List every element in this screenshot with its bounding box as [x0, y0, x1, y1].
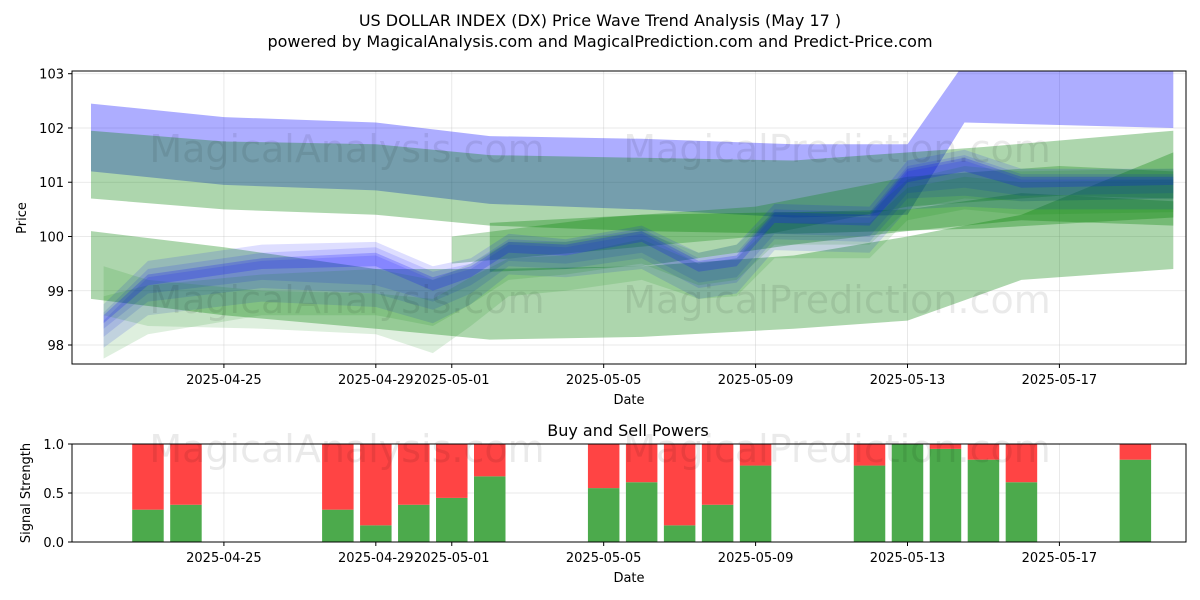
price-y-tick-label: 100 [39, 230, 64, 245]
price-band-green-5 [451, 166, 1174, 264]
signal-y-axis-label: Signal Strength [19, 443, 34, 543]
signal-x-tick-label: 2025-05-17 [1022, 551, 1098, 566]
sell-bar [398, 444, 430, 505]
sell-bar [587, 444, 620, 489]
price-band-green-9 [103, 176, 1174, 354]
watermark-mid-left: MagicalAnalysis.com [149, 278, 544, 322]
sell-bar [663, 444, 696, 526]
buy-bar [1005, 482, 1038, 542]
buy-bar [474, 476, 506, 542]
sell-bar [170, 444, 202, 505]
signal-axis-ticks: 2025-04-25 2025-04-29 2025-05-01 2025-05-05… [43, 438, 1097, 566]
price-x-tick-label: 2025-05-05 [566, 373, 642, 388]
price-x-tick-label: 2025-05-17 [1022, 373, 1098, 388]
price-y-tick-label: 98 [47, 339, 64, 354]
sell-bar [1005, 444, 1038, 483]
signal-x-tick-label: 2025-04-29 [338, 551, 414, 566]
sell-bar [436, 444, 468, 498]
signal-y-tick-label: 0.0 [43, 536, 64, 551]
signal-axes-frame [71, 443, 1187, 543]
chart-subtitle: powered by MagicalAnalysis.com and Magic… [267, 32, 932, 51]
price-band-blue-6 [103, 149, 1174, 337]
price-y-tick-label: 99 [47, 285, 64, 300]
buy-bar [663, 525, 696, 542]
price-band-green-3 [91, 152, 1174, 340]
sell-bar [701, 444, 734, 505]
signal-x-tick-label: 2025-05-05 [566, 551, 642, 566]
sell-bar [625, 444, 658, 483]
buy-bar [587, 488, 620, 542]
price-x-tick-label: 2025-05-13 [870, 373, 946, 388]
sell-bar [360, 444, 392, 526]
buy-bar [967, 459, 1000, 542]
watermark-bottom-right: MagicalPrediction.com [623, 427, 1051, 471]
price-band-green-2 [91, 130, 1174, 234]
buy-bar [132, 509, 164, 542]
price-gridlines [72, 71, 1186, 364]
signal-chart-title: Buy and Sell Powers [547, 421, 709, 440]
watermark-mid-right: MagicalPrediction.com [623, 278, 1051, 322]
chart-title: US DOLLAR INDEX (DX) Price Wave Trend An… [359, 11, 841, 30]
price-y-axis-label: Price [15, 202, 30, 234]
sell-bar [132, 444, 164, 510]
buy-bar [929, 448, 962, 542]
buy-bar [398, 504, 430, 542]
sell-bar [853, 444, 886, 466]
signal-bars [132, 444, 1152, 542]
price-x-tick-label: 2025-04-25 [186, 373, 262, 388]
sell-bar [1119, 444, 1152, 460]
signal-x-tick-label: 2025-04-25 [186, 551, 262, 566]
price-bands [91, 71, 1174, 359]
price-axes-frame [71, 70, 1187, 365]
sell-bar [967, 444, 1000, 460]
signal-y-tick-label: 0.5 [43, 487, 64, 502]
sell-bar [322, 444, 354, 510]
price-axis-ticks: 2025-04-25 2025-04-29 2025-05-01 2025-05-05… [39, 68, 1097, 388]
price-band-blue-8 [103, 155, 1174, 329]
buy-bar [701, 504, 734, 542]
buy-bar [360, 525, 392, 542]
price-band-green-4 [489, 193, 1174, 272]
signal-y-tick-label: 1.0 [43, 438, 64, 453]
price-band-blue-7 [103, 160, 1174, 348]
buy-bar [739, 465, 772, 542]
watermark-top-left: MagicalAnalysis.com [149, 127, 544, 171]
signal-x-axis-label: Date [613, 571, 644, 586]
price-panel: MagicalAnalysis.com MagicalPrediction.co… [15, 68, 1187, 408]
buy-bar [170, 504, 202, 542]
sell-bar [739, 444, 772, 466]
buy-bar [322, 509, 354, 542]
price-y-tick-label: 101 [39, 176, 64, 191]
signal-x-tick-label: 2025-05-13 [870, 551, 946, 566]
price-x-tick-label: 2025-05-01 [414, 373, 490, 388]
buy-bar [436, 497, 468, 542]
price-band-blue-11 [103, 157, 1174, 324]
buy-bar [853, 465, 886, 542]
signal-x-tick-label: 2025-05-01 [414, 551, 490, 566]
buy-bar [1119, 459, 1152, 542]
price-band-blue-1 [91, 71, 1174, 218]
signal-x-tick-label: 2025-05-09 [718, 551, 794, 566]
watermark-bottom-left: MagicalAnalysis.com [149, 427, 544, 471]
buy-bar [625, 482, 658, 542]
price-y-tick-label: 102 [39, 122, 64, 137]
buy-bar [891, 444, 924, 542]
price-x-tick-label: 2025-04-29 [338, 373, 414, 388]
signal-panel: Buy and Sell Powers MagicalAnalysis.com … [19, 421, 1187, 586]
price-x-tick-label: 2025-05-09 [718, 373, 794, 388]
sell-bar [474, 444, 506, 477]
sell-bar [929, 444, 962, 449]
price-band-green-10 [103, 166, 1174, 359]
price-x-axis-label: Date [613, 393, 644, 408]
watermark-top-right: MagicalPrediction.com [623, 127, 1051, 171]
price-y-tick-label: 103 [39, 68, 64, 83]
